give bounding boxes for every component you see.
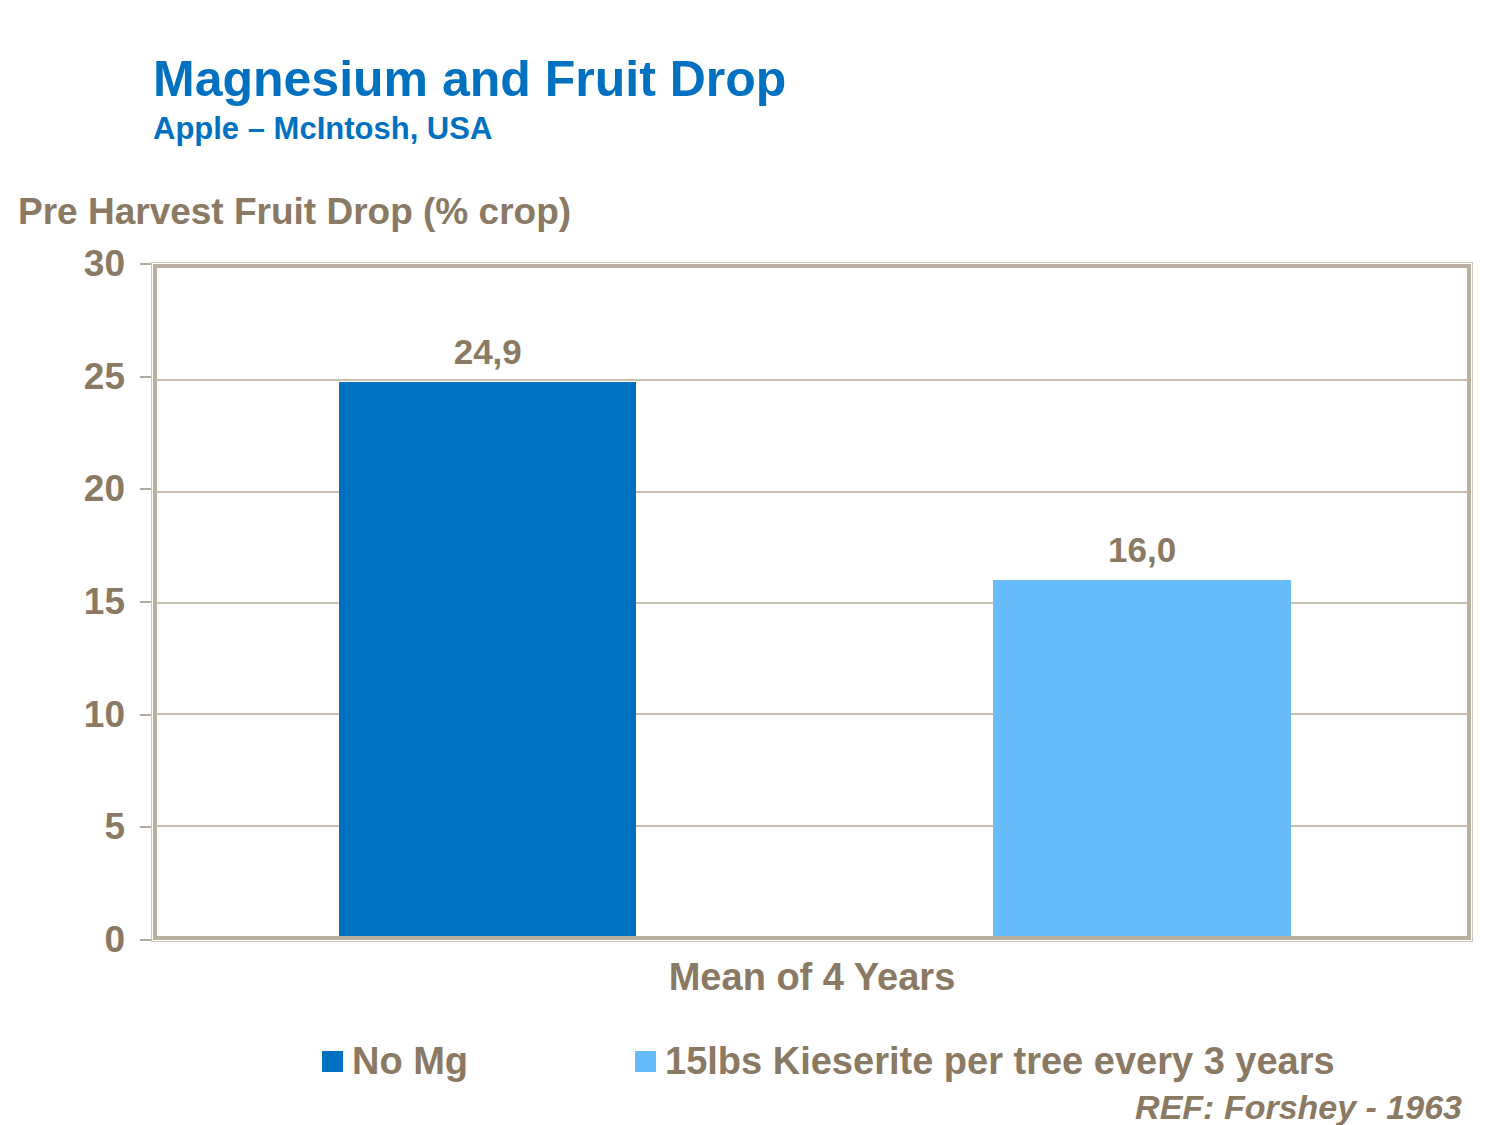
y-axis: 30 25 20 15 10 5 0 — [0, 264, 153, 940]
y-tick-label: 25 — [84, 356, 125, 398]
bar-value-label: 24,9 — [339, 332, 636, 372]
reference-note: REF: Forshey - 1963 — [1135, 1088, 1462, 1125]
legend-swatch-icon — [635, 1051, 656, 1072]
chart-subtitle: Apple – McIntosh, USA — [153, 112, 492, 146]
legend-item-no-mg: No Mg — [322, 1044, 468, 1078]
legend-label: 15lbs Kieserite per tree every 3 years — [665, 1044, 1335, 1078]
legend: No Mg 15lbs Kieserite per tree every 3 y… — [0, 1044, 1500, 1078]
bar-no-mg — [339, 382, 636, 936]
slide: Magnesium and Fruit Drop Apple – McIntos… — [0, 0, 1500, 1125]
legend-item-kieserite: 15lbs Kieserite per tree every 3 years — [635, 1044, 1335, 1078]
bar-slot-no-mg: 24,9 — [339, 268, 636, 936]
y-tick-label: 15 — [84, 581, 125, 623]
bar-slot-kieserite: 16,0 — [993, 268, 1292, 936]
plot-area: 24,9 16,0 — [153, 264, 1471, 940]
y-tick-label: 5 — [104, 806, 125, 848]
y-tick-label: 20 — [84, 468, 125, 510]
y-tick-label: 30 — [84, 243, 125, 285]
chart-title: Magnesium and Fruit Drop — [153, 52, 786, 107]
y-tick-label: 10 — [84, 694, 125, 736]
legend-label: No Mg — [352, 1044, 468, 1078]
bar-kieserite — [993, 580, 1292, 936]
legend-swatch-icon — [322, 1051, 343, 1072]
y-axis-title: Pre Harvest Fruit Drop (% crop) — [18, 192, 571, 233]
y-tick-label: 0 — [104, 919, 125, 961]
bar-value-label: 16,0 — [993, 530, 1292, 570]
x-axis-label: Mean of 4 Years — [153, 956, 1471, 999]
